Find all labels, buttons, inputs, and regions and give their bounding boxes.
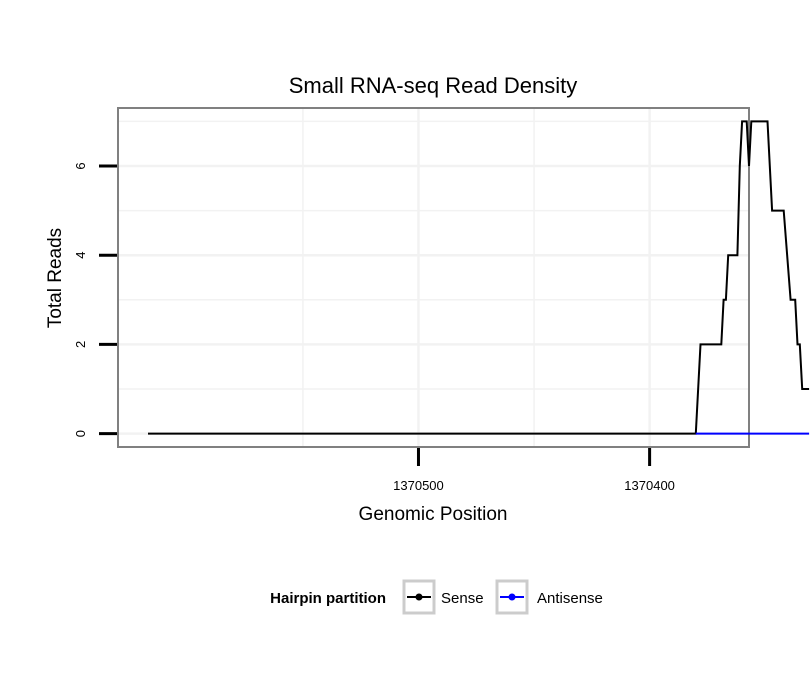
grid-lines <box>118 108 749 447</box>
series-lines <box>148 120 810 435</box>
x-tick-label: 1370400 <box>624 478 675 493</box>
y-axis-title: Total Reads <box>45 228 66 328</box>
y-tick-label: 4 <box>73 252 88 259</box>
legend-entry-sense: Sense <box>402 579 484 615</box>
legend-key-sense <box>402 579 436 615</box>
x-tick-label: 1370500 <box>393 478 444 493</box>
legend-entry-antisense: Antisense <box>495 579 603 615</box>
y-tick-label: 2 <box>73 341 88 348</box>
plot-panel-border <box>117 107 750 448</box>
chart-title: Small RNA-seq Read Density <box>289 73 578 98</box>
y-tick-label: 6 <box>73 162 88 169</box>
legend-label-sense: Sense <box>441 590 484 607</box>
legend-title: Hairpin partition <box>270 590 386 607</box>
legend-point-antisense <box>508 593 516 601</box>
legend-label-antisense: Antisense <box>537 590 603 607</box>
legend-key-antisense <box>495 579 529 615</box>
legend: Hairpin partition Sense Antisense <box>270 579 603 615</box>
y-axis-ticks: 0 2 4 6 <box>73 162 117 437</box>
legend-point-sense <box>415 593 423 601</box>
y-tick-label: 0 <box>73 430 88 437</box>
series-line-sense <box>148 120 810 435</box>
x-axis-title: Genomic Position <box>359 504 508 525</box>
x-axis-ticks: 1370500 1370400 <box>393 448 675 493</box>
